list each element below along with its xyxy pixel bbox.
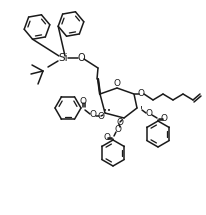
Text: O: O	[103, 134, 110, 143]
Text: O: O	[97, 112, 104, 121]
Text: O: O	[137, 89, 144, 98]
Text: O: O	[116, 118, 123, 127]
Text: O: O	[89, 111, 96, 120]
Text: ••: ••	[103, 108, 110, 114]
Text: ': '	[139, 105, 142, 115]
Text: O: O	[79, 97, 86, 106]
Text: O: O	[145, 109, 152, 118]
Text: Si: Si	[58, 53, 68, 63]
Text: O: O	[114, 126, 121, 135]
Text: O: O	[77, 53, 84, 63]
Text: O: O	[113, 80, 120, 89]
Text: O: O	[160, 115, 167, 123]
